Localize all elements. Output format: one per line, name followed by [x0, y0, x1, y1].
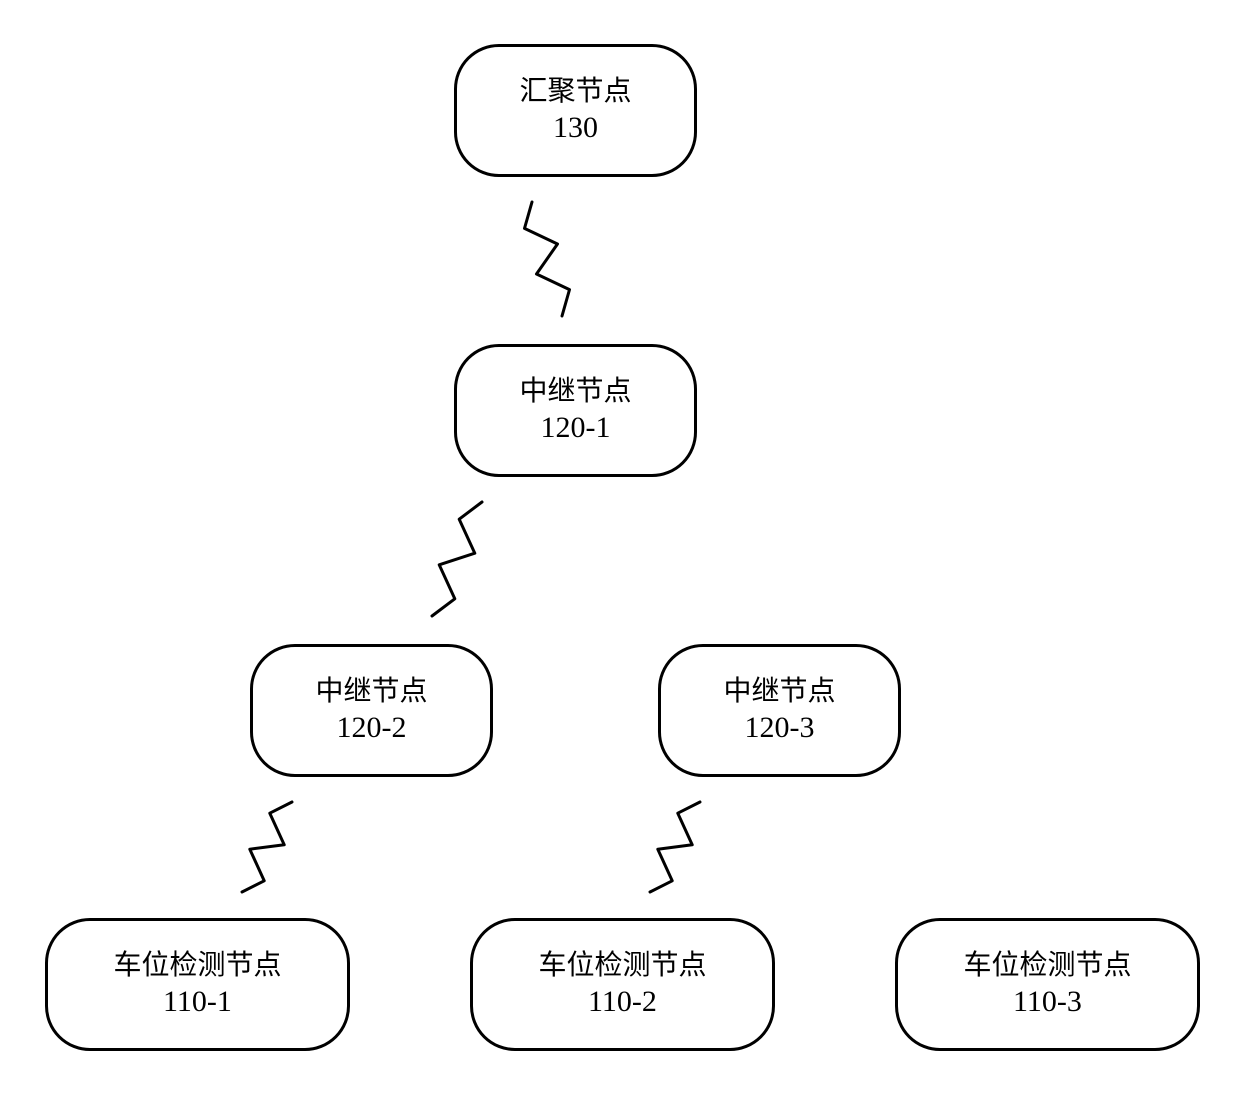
node-label: 车位检测节点	[538, 948, 706, 983]
edge-n130-n120_1	[525, 202, 570, 316]
node-label: 中继节点	[723, 674, 835, 709]
edge-n120_1-n120_2	[432, 502, 482, 616]
node-n110_3: 车位检测节点110-3	[895, 918, 1200, 1051]
node-id: 110-3	[1013, 983, 1082, 1021]
node-label: 车位检测节点	[113, 948, 281, 983]
node-n130: 汇聚节点130	[454, 44, 697, 177]
node-n120_3: 中继节点120-3	[658, 644, 901, 777]
edge-n120_3-n110_2	[650, 802, 700, 892]
node-label: 中继节点	[519, 374, 631, 409]
node-n110_2: 车位检测节点110-2	[470, 918, 775, 1051]
node-label: 中继节点	[315, 674, 427, 709]
node-id: 120-2	[337, 709, 407, 747]
node-n120_1: 中继节点120-1	[454, 344, 697, 477]
node-n110_1: 车位检测节点110-1	[45, 918, 350, 1051]
edge-n120_2-n110_1	[242, 802, 292, 892]
node-id: 110-2	[588, 983, 657, 1021]
node-n120_2: 中继节点120-2	[250, 644, 493, 777]
diagram-canvas: 汇聚节点130中继节点120-1中继节点120-2中继节点120-3车位检测节点…	[0, 0, 1239, 1094]
node-id: 120-1	[541, 409, 611, 447]
node-id: 120-3	[745, 709, 815, 747]
node-id: 110-1	[163, 983, 232, 1021]
node-id: 130	[553, 109, 598, 147]
node-label: 汇聚节点	[519, 74, 631, 109]
node-label: 车位检测节点	[963, 948, 1131, 983]
